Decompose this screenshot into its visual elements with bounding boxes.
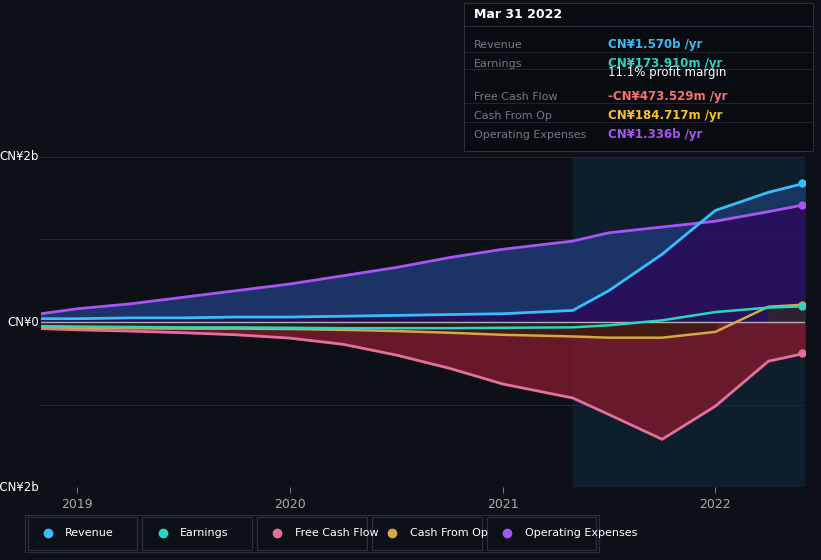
- Text: CN¥0: CN¥0: [7, 315, 39, 329]
- Text: CN¥184.717m /yr: CN¥184.717m /yr: [608, 109, 722, 122]
- Text: CN¥2b: CN¥2b: [0, 150, 39, 164]
- Text: Earnings: Earnings: [474, 59, 522, 69]
- Text: -CN¥473.529m /yr: -CN¥473.529m /yr: [608, 90, 727, 102]
- Text: Free Cash Flow: Free Cash Flow: [295, 529, 378, 538]
- Text: -CN¥2b: -CN¥2b: [0, 480, 39, 494]
- Text: Cash From Op: Cash From Op: [474, 111, 552, 120]
- Text: CN¥1.336b /yr: CN¥1.336b /yr: [608, 128, 702, 141]
- Text: CN¥173.910m /yr: CN¥173.910m /yr: [608, 57, 722, 70]
- Bar: [573, 157, 805, 487]
- Text: Free Cash Flow: Free Cash Flow: [474, 92, 557, 101]
- Text: Cash From Op: Cash From Op: [410, 529, 488, 538]
- Text: CN¥1.570b /yr: CN¥1.570b /yr: [608, 38, 702, 51]
- Text: Earnings: Earnings: [180, 529, 228, 538]
- Text: Operating Expenses: Operating Expenses: [525, 529, 637, 538]
- Text: Operating Expenses: Operating Expenses: [474, 130, 586, 139]
- Text: Revenue: Revenue: [65, 529, 113, 538]
- Text: Mar 31 2022: Mar 31 2022: [474, 8, 562, 21]
- Text: Revenue: Revenue: [474, 40, 522, 50]
- Text: 11.1% profit margin: 11.1% profit margin: [608, 66, 726, 79]
